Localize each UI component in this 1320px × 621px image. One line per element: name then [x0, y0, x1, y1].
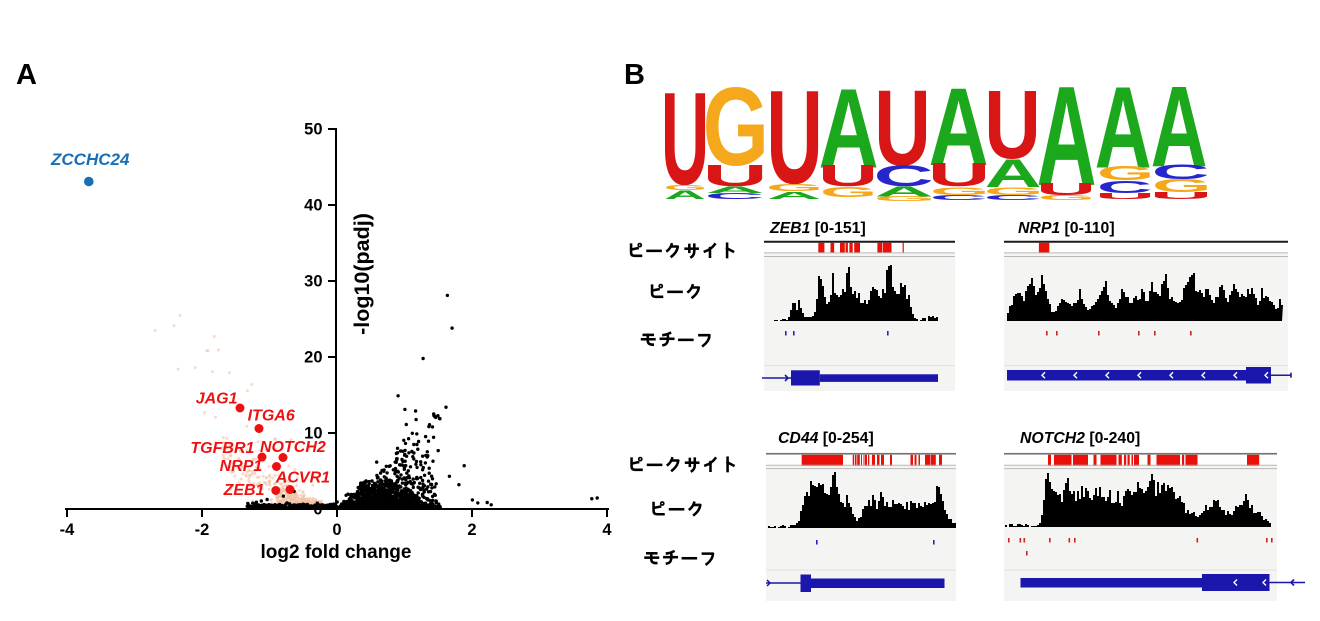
svg-text:B: B	[624, 59, 645, 91]
svg-text:-2: -2	[195, 521, 210, 539]
svg-text:ZEB1: ZEB1	[223, 482, 265, 499]
svg-text:U: U	[818, 159, 878, 193]
svg-text:NRP1 [0-110]: NRP1 [0-110]	[1018, 220, 1115, 237]
svg-text:A: A	[767, 190, 822, 202]
svg-text:ACVR1: ACVR1	[275, 470, 330, 487]
svg-text:NRP1: NRP1	[220, 458, 263, 475]
svg-text:A: A	[929, 65, 989, 189]
svg-text:NOTCH2 [0-240]: NOTCH2 [0-240]	[1020, 430, 1140, 447]
svg-text:30: 30	[304, 273, 322, 291]
svg-text:G: G	[820, 184, 877, 200]
svg-text:A: A	[664, 188, 706, 201]
svg-text:A: A	[819, 66, 879, 193]
svg-text:0: 0	[332, 521, 341, 539]
svg-text:A: A	[706, 185, 765, 195]
svg-text:G: G	[930, 185, 989, 198]
svg-text:G: G	[664, 184, 707, 192]
svg-text:U: U	[661, 65, 709, 213]
svg-text:TGFBR1: TGFBR1	[190, 440, 254, 457]
svg-text:G: G	[766, 182, 823, 193]
svg-text:A: A	[1151, 62, 1208, 190]
svg-text:A: A	[875, 183, 934, 200]
svg-text:G: G	[984, 185, 1043, 198]
svg-text:U: U	[766, 64, 823, 213]
svg-text:20: 20	[304, 349, 322, 367]
svg-text:0: 0	[313, 501, 322, 519]
svg-text:log2 fold change: log2 fold change	[261, 542, 412, 563]
svg-text:G: G	[1152, 175, 1211, 196]
svg-text:A: A	[1037, 57, 1097, 216]
svg-text:A: A	[985, 151, 1042, 196]
svg-text:U: U	[928, 156, 991, 193]
svg-text:U: U	[874, 68, 931, 188]
svg-text:G: G	[1097, 162, 1154, 184]
svg-text:ZEB1 [0-151]: ZEB1 [0-151]	[769, 220, 866, 237]
svg-text:A: A	[1095, 63, 1152, 193]
svg-text:50: 50	[304, 121, 322, 139]
svg-text:C: C	[874, 159, 934, 193]
svg-text:U: U	[984, 70, 1041, 179]
svg-text:C: C	[1097, 178, 1153, 197]
svg-text:U: U	[1036, 179, 1096, 198]
svg-text:C: C	[705, 191, 765, 201]
svg-text:4: 4	[602, 521, 612, 539]
svg-text:NOTCH2: NOTCH2	[260, 439, 326, 456]
svg-text:-log10(padj): -log10(padj)	[350, 213, 374, 335]
svg-text:G: G	[1038, 194, 1095, 202]
svg-text:U: U	[703, 159, 768, 193]
svg-text:ZCCHC24: ZCCHC24	[50, 150, 130, 169]
svg-text:G: G	[703, 65, 769, 190]
svg-text:-4: -4	[60, 521, 75, 539]
svg-text:2: 2	[467, 521, 476, 539]
svg-text:U: U	[1095, 191, 1155, 201]
svg-text:C: C	[984, 194, 1042, 202]
svg-text:JAG1: JAG1	[196, 391, 238, 408]
svg-text:40: 40	[304, 197, 322, 215]
svg-text:C: C	[930, 194, 988, 202]
svg-text:CD44 [0-254]: CD44 [0-254]	[778, 430, 874, 447]
svg-text:ITGA6: ITGA6	[248, 408, 295, 425]
svg-text:G: G	[874, 195, 936, 203]
svg-text:A: A	[16, 59, 37, 91]
svg-text:U: U	[1150, 190, 1213, 201]
svg-text:C: C	[1152, 160, 1210, 184]
svg-text:10: 10	[304, 425, 322, 443]
